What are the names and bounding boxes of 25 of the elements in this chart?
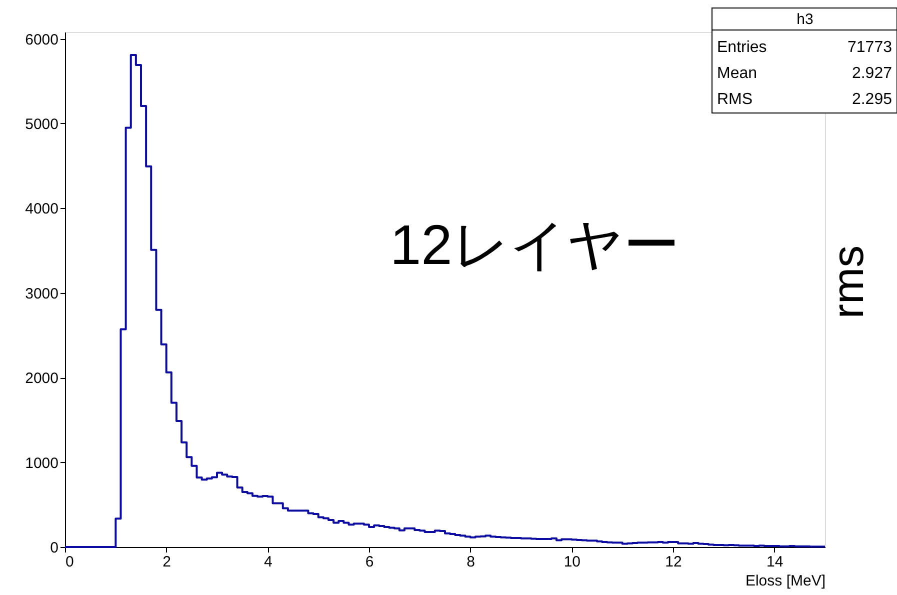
annotation: 12レイヤー <box>390 213 680 276</box>
text: 2.295 <box>852 91 892 108</box>
x-tick-label: 12 <box>665 554 682 570</box>
y-tick-label: 6000 <box>25 31 58 48</box>
annotation: Entries <box>717 39 767 56</box>
x-tick-label: 2 <box>162 554 172 570</box>
text: h3 <box>796 11 814 28</box>
y-tick-label: 3000 <box>25 285 58 302</box>
x-tick-label: 6 <box>365 554 374 570</box>
y-tick-label: 1000 <box>25 454 58 472</box>
x-tick-label: 0 <box>66 554 74 570</box>
y-tick-label: 2000 <box>25 370 58 388</box>
annotation: rms <box>824 245 873 319</box>
x-tick-label: 10 <box>564 554 581 570</box>
x-tick-label: 4 <box>264 554 272 570</box>
x-tick-label: 8 <box>466 554 476 570</box>
x-axis-title: Eloss [MeV] <box>745 572 826 590</box>
annotation: Mean <box>717 65 758 82</box>
annotation: RMS <box>717 91 753 108</box>
y-tick-label: 0 <box>50 540 58 556</box>
text: 71773 <box>848 39 892 56</box>
text: 2.927 <box>852 65 892 82</box>
y-tick-label: 5000 <box>25 116 58 133</box>
y-tick-label: 4000 <box>25 200 58 218</box>
x-tick-label: 14 <box>766 554 784 570</box>
